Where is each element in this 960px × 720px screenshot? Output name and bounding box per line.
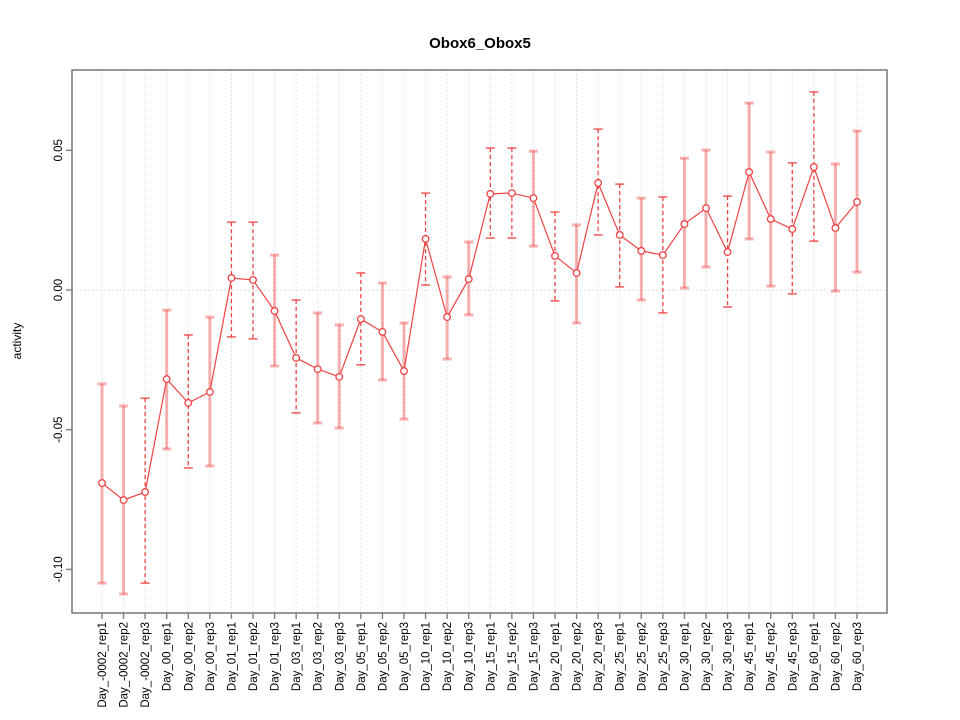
chart-title: Obox6_Obox5 — [429, 35, 531, 52]
data-point — [507, 189, 516, 197]
data-point — [551, 251, 559, 260]
x-tick-label: Day_25_rep3 — [658, 622, 670, 691]
error-bars — [97, 91, 862, 596]
error-bar — [809, 91, 819, 242]
data-point — [98, 479, 106, 488]
x-tick-label: Day_20_rep2 — [572, 622, 584, 691]
x-tick-label: Day_01_rep1 — [226, 622, 238, 691]
x-tick-label: Day_00_rep3 — [205, 622, 217, 691]
x-tick-label: Day_05_rep1 — [356, 622, 368, 691]
data-point — [378, 327, 387, 336]
x-axis-ticks-labels: Day_-0002_rep1 Day_-0002_rep2 Day_-0002_re… — [97, 613, 864, 708]
x-tick-label: Day_45_rep2 — [766, 622, 778, 691]
data-point — [119, 496, 128, 505]
data-point — [464, 275, 473, 284]
x-tick-label: Day_05_rep2 — [377, 622, 389, 691]
x-tick-label: Day_-0002_rep2 — [119, 622, 131, 708]
data-point — [313, 365, 322, 374]
data-points — [98, 163, 861, 505]
x-tick-label: Day_30_rep1 — [679, 622, 691, 691]
data-point — [205, 388, 214, 396]
data-point — [335, 372, 344, 381]
x-tick-label: Day_01_rep2 — [248, 622, 260, 691]
x-tick-label: Day_30_rep3 — [723, 622, 735, 691]
y-tick-label: -0.10 — [53, 556, 65, 582]
data-point — [745, 168, 754, 177]
data-point — [249, 275, 257, 284]
x-tick-label: Day_00_rep1 — [162, 622, 174, 691]
data-point — [443, 313, 452, 322]
x-tick-label: Day_-0002_rep1 — [97, 622, 109, 708]
x-tick-label: Day_20_rep3 — [593, 622, 605, 691]
x-tick-label: Day_15_rep2 — [507, 622, 519, 691]
x-tick-label: Day_25_rep1 — [615, 622, 627, 691]
data-point — [658, 251, 667, 260]
x-tick-label: Day_45_rep1 — [744, 622, 756, 691]
data-point — [723, 248, 732, 256]
data-point — [184, 398, 193, 407]
data-point — [162, 375, 171, 384]
x-tick-label: Day_15_rep3 — [528, 622, 540, 691]
x-tick-label: Day_20_rep1 — [550, 622, 562, 691]
data-point — [809, 163, 818, 172]
data-point — [680, 220, 689, 229]
x-tick-label: Day_10_rep3 — [464, 622, 476, 691]
y-axis-ticks-labels: 0.05 0.00 -0.05 -0.10 — [53, 139, 72, 583]
data-point — [766, 215, 775, 223]
y-axis-label: activity — [10, 323, 24, 360]
x-tick-label: Day_10_rep1 — [421, 622, 433, 691]
data-point — [292, 353, 301, 362]
x-tick-label: Day_03_rep3 — [334, 622, 346, 691]
data-point — [615, 231, 624, 239]
y-tick-label: -0.05 — [53, 417, 65, 443]
data-point — [702, 204, 710, 213]
data-point — [486, 189, 495, 198]
data-point — [594, 179, 603, 187]
x-tick-label: Day_03_rep2 — [313, 622, 325, 691]
x-tick-label: Day_00_rep2 — [183, 622, 195, 691]
data-point — [572, 269, 581, 277]
series-line — [101, 165, 858, 501]
data-point — [141, 488, 150, 496]
data-point — [400, 367, 408, 375]
plot-border — [71, 69, 888, 614]
error-bar — [723, 195, 733, 308]
x-tick-label: Day_01_rep3 — [270, 622, 282, 691]
data-point — [356, 315, 365, 324]
x-tick-label: Day_-0002_rep3 — [140, 622, 152, 708]
data-point — [637, 246, 646, 255]
x-tick-label: Day_45_rep3 — [787, 622, 799, 691]
x-tick-label: Day_30_rep2 — [701, 622, 713, 691]
data-point — [227, 274, 236, 282]
data-point — [831, 224, 840, 232]
x-tick-label: Day_15_rep1 — [485, 622, 497, 691]
gridlines — [72, 70, 887, 613]
x-tick-label: Day_10_rep2 — [442, 622, 454, 691]
x-tick-label: Day_60_rep3 — [852, 622, 864, 691]
data-point — [270, 307, 279, 315]
y-tick-label: 0.05 — [53, 139, 65, 161]
y-tick-label: 0.00 — [53, 279, 65, 301]
x-tick-label: Day_05_rep3 — [399, 622, 411, 691]
x-tick-label: Day_03_rep1 — [291, 622, 303, 691]
x-tick-label: Day_25_rep2 — [636, 622, 648, 691]
data-point — [529, 194, 538, 203]
data-point — [788, 225, 797, 234]
data-point — [853, 198, 861, 206]
x-tick-label: Day_60_rep1 — [809, 622, 821, 691]
data-point — [421, 234, 430, 243]
x-tick-label: Day_60_rep2 — [830, 622, 842, 691]
